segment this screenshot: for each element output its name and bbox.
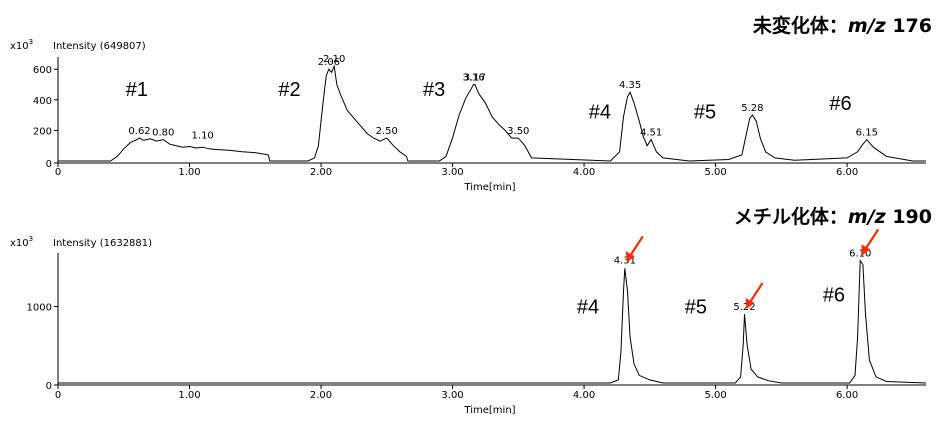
peak-label: 2.06 xyxy=(318,57,340,68)
group-label: #6 xyxy=(823,284,845,306)
y-tick-label: 200 xyxy=(33,126,52,137)
axes xyxy=(57,57,926,164)
peak-label: 5.28 xyxy=(741,103,763,114)
series-trace-0 xyxy=(58,64,926,162)
peak-label: 0.80 xyxy=(152,128,174,139)
y-exponent-label: x103 xyxy=(10,235,33,249)
x-tick-label: 6.00 xyxy=(836,167,858,178)
group-label: #6 xyxy=(829,93,851,115)
group-label: #1 xyxy=(126,79,148,101)
x-axis-ticks: 0 1.00 2.00 3.00 4.00 5.00 6.00 xyxy=(55,163,858,178)
y-tick-label: 0 xyxy=(46,159,52,170)
peak-arrow-head xyxy=(861,244,871,256)
arrows xyxy=(625,228,880,309)
peak-label: 4.51 xyxy=(640,128,662,139)
intensity-label: Intensity (649807) xyxy=(53,41,146,52)
peak-label: 1.10 xyxy=(192,131,214,142)
x-tick-label: 6.00 xyxy=(836,390,858,401)
x-tick-label: 4.00 xyxy=(573,390,595,401)
group-label: #3 xyxy=(423,79,445,101)
peak-label: 3.16 xyxy=(462,73,484,84)
peak-label: 6.10 xyxy=(849,249,871,260)
x-tick-label: 2.00 xyxy=(310,167,332,178)
peak-arrow-shaft xyxy=(864,228,880,251)
peak-arrow-shaft xyxy=(748,282,764,304)
peak-label: 0.62 xyxy=(128,126,150,137)
panel-title-methylated: メチル化体：m/z 190 xyxy=(734,205,932,228)
x-axis-ticks: 0 1.00 2.00 3.00 4.00 5.00 6.00 xyxy=(55,385,858,401)
x-tick-label: 1.00 xyxy=(178,167,200,178)
peak-label: 2.50 xyxy=(376,126,398,137)
group-label: #5 xyxy=(694,101,716,123)
axes xyxy=(57,253,926,386)
x-tick-label: 3.00 xyxy=(441,390,463,401)
panel-title-unchanged: 未変化体：m/z 176 xyxy=(752,14,932,37)
peak-labels: 0.62 0.80 1.10 2.062.10 2.50 3.163.17 3.50 4.35… xyxy=(128,54,878,141)
intensity-label: Intensity (1632881) xyxy=(53,238,152,249)
peak-arrow-shaft xyxy=(628,235,644,257)
x-tick-label: 2.00 xyxy=(310,390,332,401)
y-tick-label: 600 xyxy=(33,65,52,76)
group-label: #4 xyxy=(577,297,599,319)
series xyxy=(58,259,927,384)
y-exponent-label: x103 xyxy=(10,38,33,52)
y-tick-label: 0 xyxy=(46,381,52,392)
axis-frame xyxy=(57,253,926,386)
x-tick-label: 0 xyxy=(55,390,61,401)
y-axis-ticks: 0 200 400 600 xyxy=(33,65,58,170)
peak-label: 3.50 xyxy=(507,126,529,137)
peak-label: 2.10 xyxy=(323,54,345,65)
x-tick-label: 5.00 xyxy=(704,390,726,401)
peak-label: 6.15 xyxy=(856,128,878,139)
series xyxy=(58,64,926,162)
peak-label: 3.17 xyxy=(464,73,486,84)
axis-frame xyxy=(57,57,926,164)
peak-label: 5.22 xyxy=(733,302,755,313)
peak-arrow-head xyxy=(745,297,755,309)
x-tick-label: 0 xyxy=(55,167,61,178)
group-label: #5 xyxy=(685,297,707,319)
group-labels: #1 #2 #3 #4 #5 #6 xyxy=(126,79,852,123)
chromatogram-panel-methylated: メチル化体：m/z 190 x103 Intensity (1632881) T… xyxy=(10,205,932,416)
peak-arrow-head xyxy=(625,251,635,263)
y-tick-label: 400 xyxy=(33,96,52,107)
x-tick-label: 4.00 xyxy=(573,167,595,178)
y-axis-ticks: 0 1000 xyxy=(27,303,58,392)
x-tick-label: 1.00 xyxy=(178,390,200,401)
peak-label: 4.31 xyxy=(614,256,636,267)
x-tick-label: 3.00 xyxy=(441,167,463,178)
group-label: #2 xyxy=(278,79,300,101)
x-axis-label: Time[min] xyxy=(463,405,515,416)
chromatogram-panel-unchanged: 未変化体：m/z 176 x103 Intensity (649807) Tim… xyxy=(10,14,932,193)
x-axis-label: Time[min] xyxy=(463,182,515,193)
group-labels: #4 #5 #6 xyxy=(577,284,845,318)
y-tick-label: 1000 xyxy=(27,303,52,314)
peak-label: 4.35 xyxy=(619,80,641,91)
x-tick-label: 5.00 xyxy=(704,167,726,178)
group-label: #4 xyxy=(589,101,611,123)
peak-labels: 4.31 5.22 6.10 xyxy=(614,249,872,314)
series-trace-0 xyxy=(58,259,927,384)
